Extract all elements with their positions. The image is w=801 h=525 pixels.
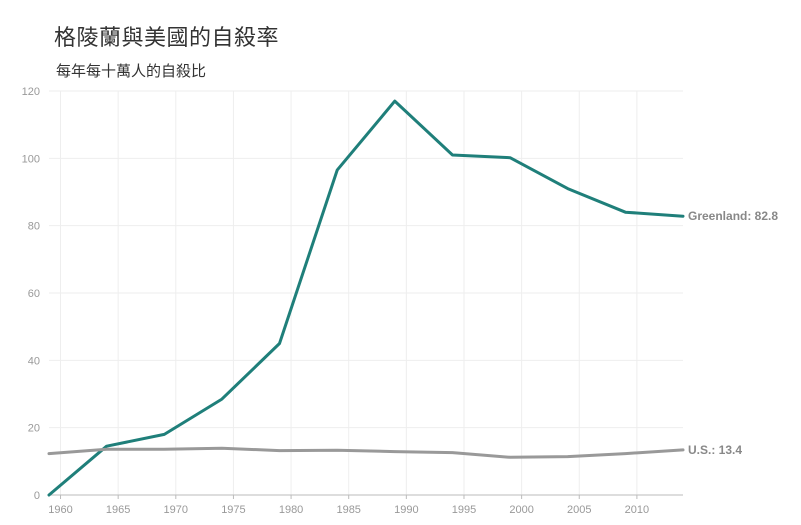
x-tick-label: 1975 [221,504,245,516]
y-tick-label: 40 [28,355,40,367]
y-tick-label: 60 [28,288,40,300]
series-line-greenland [47,99,685,497]
x-tick-label: 2000 [509,504,533,516]
y-tick-label: 0 [34,490,40,502]
series-end-label-greenland: Greenland: 82.8 [688,209,778,223]
y-tick-label: 20 [28,423,40,435]
y-tick-label: 80 [28,221,40,233]
x-tick-label: 1980 [279,504,303,516]
x-tick-label: 1960 [48,504,72,516]
y-tick-label: 100 [22,153,40,165]
x-tick-label: 1985 [336,504,360,516]
chart-subtitle: 每年每十萬人的自殺比 [56,62,207,80]
series-lines [47,99,685,497]
x-tick-label: 1990 [394,504,418,516]
chart-title: 格陵蘭與美國的自殺率 [54,26,280,51]
series-end-label-us: U.S.: 13.4 [688,443,742,457]
series-end-labels: Greenland: 82.8 U.S.: 13.4 [688,209,778,457]
series-line-us [47,446,685,459]
axes: 0 20 40 60 80 100 120 1960 1965 1970 1975 1980 1985 1… [22,86,683,516]
x-tick-label: 1970 [164,504,188,516]
y-tick-label: 120 [22,86,40,98]
grid-lines [49,90,683,496]
x-tick-label: 2010 [625,504,649,516]
x-tick-label: 1995 [452,504,476,516]
x-tick-label: 2005 [567,504,591,516]
x-tick-label: 1965 [106,504,130,516]
